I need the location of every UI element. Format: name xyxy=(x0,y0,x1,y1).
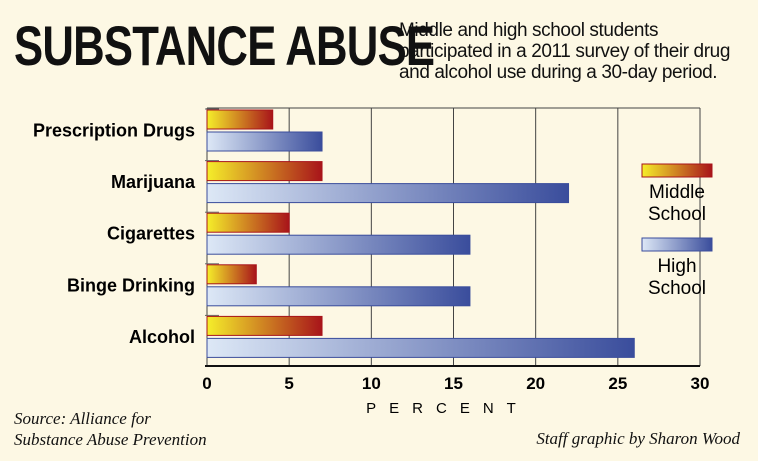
category-label: Marijuana xyxy=(111,172,196,192)
chart-title: SUBSTANCE ABUSE xyxy=(14,14,435,77)
bar-middle-school-0 xyxy=(206,109,274,130)
category-label: Binge Drinking xyxy=(67,275,195,295)
staff-credit: Staff graphic by Sharon Wood xyxy=(536,429,740,448)
source-line-1: Source: Alliance for xyxy=(14,409,151,428)
bar-high-school-2 xyxy=(206,234,471,255)
bar-high-school-3 xyxy=(206,286,471,307)
x-tick-label: 20 xyxy=(526,374,545,393)
x-tick-label: 0 xyxy=(202,374,211,393)
legend-label: School xyxy=(648,204,706,225)
x-tick-label: 10 xyxy=(362,374,381,393)
bar-middle-school-2 xyxy=(206,212,290,233)
legend-label: Middle xyxy=(649,182,705,203)
category-label: Prescription Drugs xyxy=(33,121,195,141)
bar-middle-school-3 xyxy=(206,264,257,285)
bar-high-school-4 xyxy=(206,337,635,358)
category-label: Cigarettes xyxy=(107,224,195,244)
category-label: Alcohol xyxy=(129,327,195,347)
source-line-2: Substance Abuse Prevention xyxy=(14,430,207,449)
x-tick-label: 5 xyxy=(284,374,293,393)
bar-high-school-0 xyxy=(206,131,323,152)
bars xyxy=(206,109,635,358)
chart-subtitle: Middle and high school students particip… xyxy=(399,20,730,83)
bar-high-school-1 xyxy=(206,183,570,204)
x-axis-ticks: 0 5 10 15 20 25 30 PERCENT xyxy=(202,374,709,417)
legend-swatch-high-school xyxy=(641,237,713,252)
source-note: Source: Alliance for Substance Abuse Pre… xyxy=(14,408,207,450)
x-tick-label: 25 xyxy=(608,374,627,393)
bar-middle-school-4 xyxy=(206,315,323,336)
category-labels: Prescription Drugs Marijuana Cigarettes Bin… xyxy=(33,121,196,347)
legend-label: High xyxy=(657,256,696,277)
bar-middle-school-1 xyxy=(206,161,323,182)
x-axis-title: PERCENT xyxy=(366,400,529,417)
legend-swatch-middle-school xyxy=(641,163,713,178)
x-tick-label: 15 xyxy=(444,374,463,393)
legend-label: School xyxy=(648,278,706,299)
x-tick-label: 30 xyxy=(691,374,710,393)
